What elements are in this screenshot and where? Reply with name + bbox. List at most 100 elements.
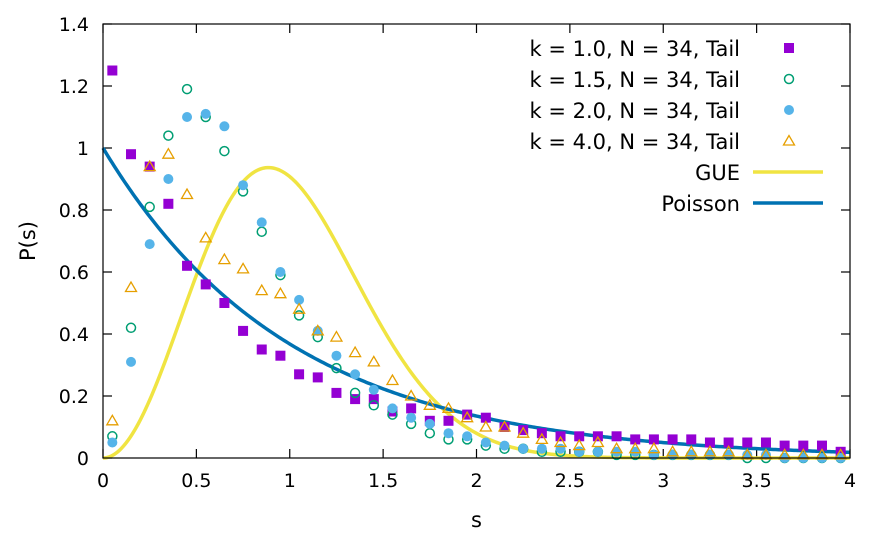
data-point — [462, 409, 473, 420]
data-point — [460, 410, 474, 423]
data-point — [443, 428, 454, 439]
data-point — [107, 437, 118, 448]
data-point — [273, 286, 288, 299]
y-tick-label: 0.4 — [59, 324, 89, 346]
data-point — [163, 198, 174, 209]
data-point — [348, 345, 362, 358]
data-point — [311, 324, 325, 336]
data-point — [592, 446, 603, 457]
data-point — [462, 431, 473, 442]
data-point — [497, 420, 512, 432]
data-point — [367, 355, 381, 367]
data-point — [331, 387, 342, 398]
data-point — [518, 425, 529, 436]
data-point — [404, 389, 418, 401]
data-point — [294, 294, 305, 305]
data-point — [778, 448, 792, 460]
data-point — [704, 437, 715, 448]
data-point — [292, 302, 306, 314]
y-tick-label: 1 — [77, 138, 89, 160]
data-point — [219, 145, 230, 157]
x-tick-label: 1 — [284, 470, 296, 492]
data-point — [331, 350, 342, 361]
y-tick-label: 0.8 — [59, 200, 89, 222]
data-point — [535, 432, 549, 445]
y-tick-label: 0.2 — [59, 386, 89, 408]
data-point — [518, 443, 529, 454]
data-point — [350, 394, 361, 405]
data-point — [105, 414, 119, 426]
data-point — [516, 426, 530, 438]
data-point — [144, 201, 155, 213]
data-point — [609, 441, 624, 454]
data-point — [256, 344, 267, 355]
data-point — [294, 369, 305, 380]
data-point — [125, 322, 137, 334]
data-point — [126, 356, 137, 367]
data-point — [406, 403, 417, 414]
data-point — [835, 446, 846, 457]
data-point — [611, 431, 622, 442]
x-axis-label: s — [471, 508, 482, 532]
legend-label: k = 4.0, N = 34, Tail — [530, 130, 740, 154]
data-point — [684, 445, 698, 457]
y-axis-label: P(s) — [16, 221, 40, 261]
y-tick-label: 0.6 — [59, 262, 89, 284]
data-point — [200, 279, 211, 290]
data-point — [423, 398, 437, 410]
data-point — [143, 159, 157, 172]
legend-label: GUE — [695, 161, 740, 185]
data-point — [647, 441, 661, 454]
data-point — [293, 310, 305, 321]
x-tick-label: 3 — [657, 470, 669, 492]
data-point — [163, 174, 174, 184]
data-point — [834, 448, 848, 460]
data-point — [667, 434, 678, 445]
data-point — [479, 420, 493, 432]
data-point — [721, 445, 736, 457]
series-3-points — [107, 108, 846, 463]
legend-label: k = 1.0, N = 34, Tail — [530, 37, 740, 61]
data-point — [368, 384, 379, 395]
legend-label: Poisson — [661, 192, 740, 216]
legend-label: k = 2.0, N = 34, Tail — [530, 99, 740, 123]
x-tick-labels: 0 0.5 1 1.5 2 2.5 3 3.5 4 — [97, 470, 856, 492]
data-point — [256, 226, 267, 237]
series-1-points — [107, 65, 846, 457]
data-point — [759, 448, 773, 460]
data-point — [275, 267, 286, 277]
y-tick-label: 0 — [77, 448, 89, 470]
x-tick-label: 0.5 — [181, 470, 211, 492]
data-point — [107, 65, 118, 76]
data-point — [199, 231, 213, 243]
x-tick-label: 1.5 — [368, 470, 398, 492]
data-point — [574, 446, 585, 457]
data-point — [255, 283, 269, 296]
data-point — [236, 262, 250, 274]
x-tick-label: 4 — [844, 470, 856, 492]
data-point — [815, 448, 829, 460]
data-point — [368, 400, 380, 411]
data-point — [161, 147, 175, 159]
data-point — [312, 372, 323, 383]
data-point — [182, 260, 193, 271]
legend-marker — [782, 134, 796, 146]
data-point — [703, 445, 717, 457]
data-point — [499, 422, 510, 432]
data-point — [555, 443, 566, 454]
x-tick-label: 2 — [470, 470, 482, 492]
data-point — [441, 401, 456, 414]
x-tick-label: 3.5 — [742, 470, 772, 492]
data-point — [443, 415, 454, 426]
legend-marker — [784, 105, 794, 115]
data-point — [723, 437, 734, 448]
data-point — [144, 239, 155, 250]
data-point — [816, 440, 827, 451]
data-point — [572, 438, 586, 451]
data-point — [181, 83, 193, 95]
legend: k = 1.0, N = 34, Tail k = 1.5, N = 34, Ta… — [530, 37, 823, 216]
data-point — [480, 412, 491, 423]
legend-label: k = 1.5, N = 34, Tail — [530, 68, 740, 92]
data-point — [144, 161, 155, 172]
